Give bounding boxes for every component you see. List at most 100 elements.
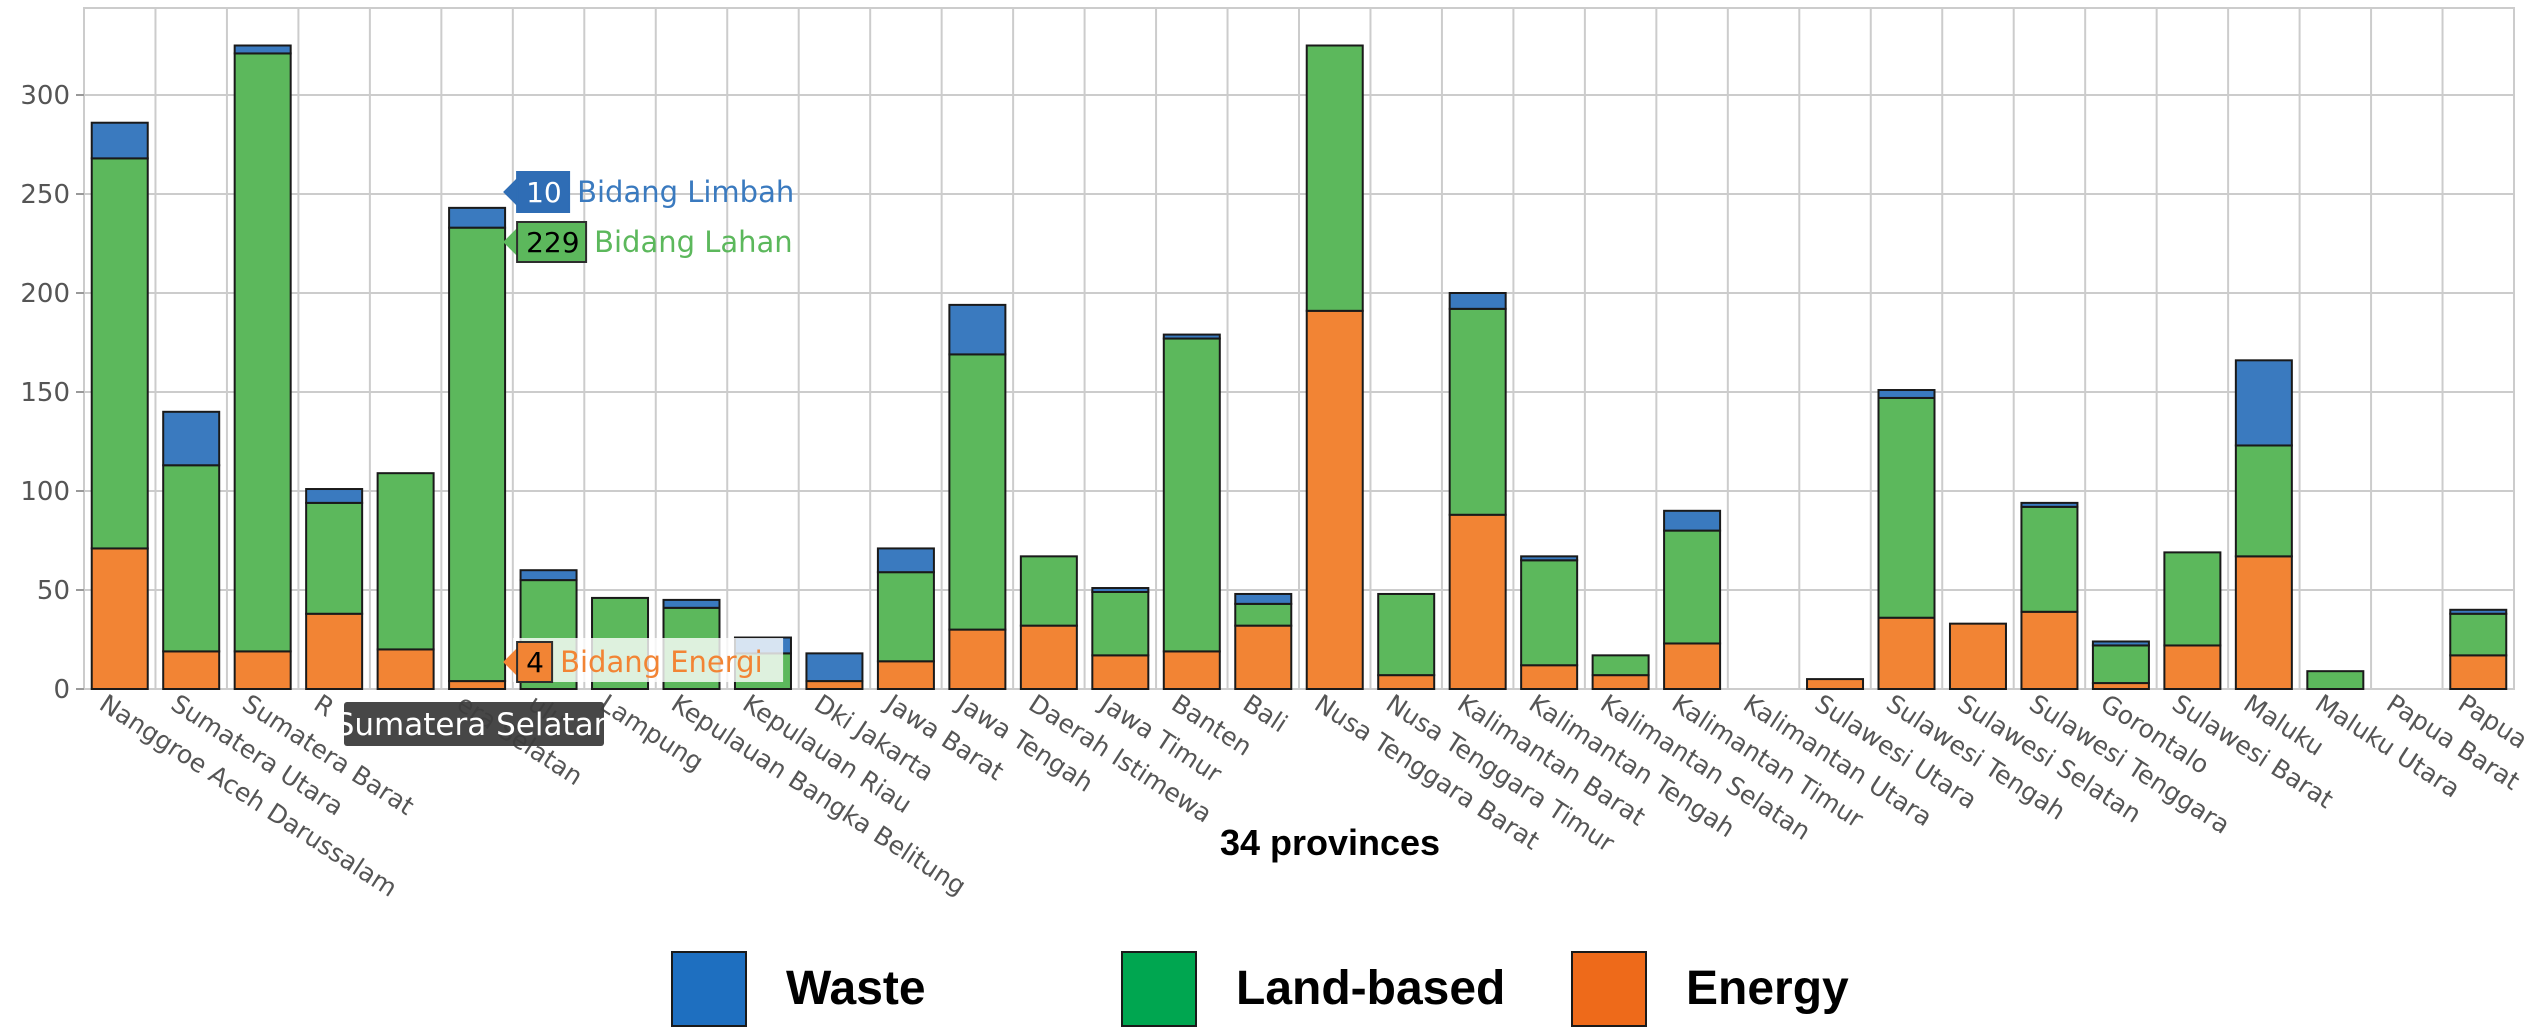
bar-land-based [305, 501, 364, 615]
bar-energy [1520, 664, 1579, 690]
legend-swatch-energy [1571, 951, 1647, 1027]
bar-waste [805, 652, 864, 683]
bar-land-based [1877, 396, 1936, 619]
tooltip-value: 10 [526, 176, 562, 209]
bar-energy [1019, 624, 1078, 691]
bar-land-based [1520, 559, 1579, 667]
bar-waste [2020, 501, 2079, 508]
bar-land-based [1234, 602, 1293, 627]
bar-energy [233, 650, 292, 691]
tooltip-pointer [503, 648, 518, 676]
bar-waste [876, 547, 935, 574]
bar-waste [1663, 509, 1722, 532]
bar-waste [662, 598, 721, 609]
tooltip-value: 4 [526, 646, 544, 679]
bar-land-based [233, 52, 292, 653]
x-axis-title: 34 provinces [1220, 822, 1440, 863]
y-tick-label: 250 [20, 180, 70, 210]
legend-swatch-land-based [1121, 951, 1197, 1027]
tooltip-pointer [503, 228, 518, 256]
legend-swatch-waste [671, 951, 747, 1027]
bar-waste [233, 44, 292, 55]
bar-land-based [1663, 529, 1722, 645]
bar-energy [90, 547, 149, 690]
tooltip-pointer [503, 178, 518, 206]
bar-waste [162, 410, 221, 467]
bar-energy [1377, 674, 1436, 691]
bar-land-based [1377, 592, 1436, 677]
y-tick-label: 200 [20, 279, 70, 309]
bar-land-based [2234, 444, 2293, 558]
bar-waste [448, 206, 507, 229]
y-axis-ticks: 0 50 100 150 200 250 300 [20, 81, 84, 705]
bar-land-based [448, 226, 507, 683]
bar-land-based [376, 472, 435, 651]
bar-land-based [876, 571, 935, 663]
tooltip-value: 229 [526, 226, 579, 259]
bar-land-based [1091, 590, 1150, 657]
bar-land-based [162, 464, 221, 653]
bar-land-based [948, 353, 1007, 631]
tooltip-value-box [516, 171, 571, 213]
bar-energy [1091, 654, 1150, 691]
bar-energy [448, 680, 507, 691]
legend-label: Land-based [1236, 962, 1505, 1015]
bar-waste [519, 569, 578, 582]
bar-energy [1663, 642, 1722, 691]
bar-land-based [2163, 551, 2222, 647]
y-tick-label: 100 [20, 477, 70, 507]
tooltip-value-box [516, 221, 588, 263]
bar-energy [1591, 674, 1650, 691]
bar-waste [2449, 608, 2508, 615]
bar-waste [1448, 292, 1507, 310]
y-tick-label: 150 [20, 378, 70, 408]
bar-energy [1948, 622, 2007, 690]
y-tick-label: 300 [20, 81, 70, 111]
bar-land-based [1019, 555, 1078, 627]
bar-waste [90, 121, 149, 160]
bar-energy [805, 680, 864, 691]
bar-energy [1305, 309, 1364, 690]
bar-energy [1448, 513, 1507, 691]
bar-energy [1806, 678, 1865, 690]
bar-land-based [2449, 612, 2508, 657]
tooltip-label-backdrop [513, 638, 784, 682]
bar-energy [2020, 610, 2079, 691]
bar-energy [2163, 644, 2222, 691]
bar-waste [1234, 592, 1293, 605]
bar-waste [1091, 587, 1150, 593]
legend-label: Energy [1686, 962, 1849, 1015]
bar-energy [1162, 650, 1221, 691]
legend: Waste Land-based Energy [671, 951, 1849, 1027]
legend-label: Waste [786, 962, 926, 1015]
bar-waste [1520, 555, 1579, 562]
bar-waste [305, 488, 364, 504]
bar-energy [876, 660, 935, 691]
tooltip: 10 Bidang Limbah 229 Bidang Lahan 4 Bidang En… [335, 171, 794, 746]
y-tick-label: 50 [37, 576, 70, 606]
bar-energy [2449, 654, 2508, 691]
bar-waste [2091, 640, 2150, 647]
tooltip-series-label: Bidang Lahan [594, 225, 793, 259]
bar-waste [1877, 389, 1936, 399]
bar-waste [948, 303, 1007, 356]
bar-waste [2234, 359, 2293, 447]
bar-land-based [1162, 337, 1221, 653]
bar-energy [948, 628, 1007, 690]
bar-land-based [2091, 644, 2150, 685]
bar-energy [2234, 555, 2293, 691]
tooltip-series-label: Bidang Limbah [577, 175, 794, 209]
bar-energy [376, 648, 435, 691]
bar-energy [305, 612, 364, 691]
hover-category-label: Sumatera Selatan [335, 707, 614, 743]
bar-energy [1877, 616, 1936, 690]
bar-land-based [1448, 307, 1507, 516]
y-tick-label: 0 [53, 675, 70, 705]
bar-land-based [1305, 44, 1364, 312]
bar-land-based [1591, 654, 1650, 677]
tooltip-series-label: Bidang Energi [560, 645, 763, 679]
bar-energy [1234, 624, 1293, 691]
bar-waste [1162, 333, 1221, 340]
bar-land-based [90, 157, 149, 550]
